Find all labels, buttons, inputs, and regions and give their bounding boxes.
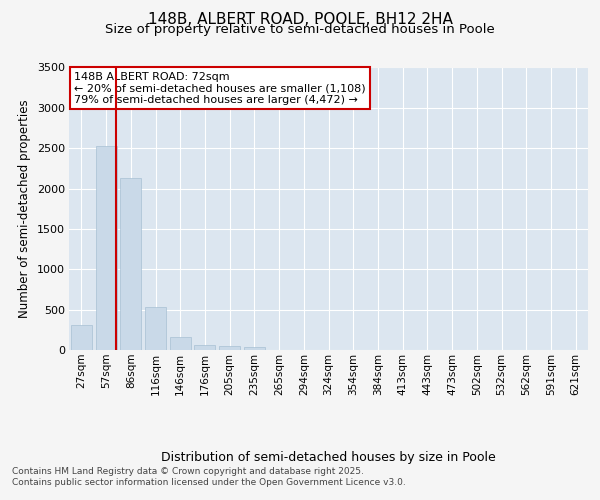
Bar (219, 346, 240, 350)
Y-axis label: Number of semi-detached properties: Number of semi-detached properties (18, 100, 31, 318)
Bar (95, 146, 116, 350)
Text: Contains public sector information licensed under the Open Government Licence v3: Contains public sector information licen… (12, 478, 406, 487)
Text: Size of property relative to semi-detached houses in Poole: Size of property relative to semi-detach… (105, 24, 495, 36)
Bar (194, 345, 215, 350)
Bar (170, 337, 191, 350)
Text: Distribution of semi-detached houses by size in Poole: Distribution of semi-detached houses by … (161, 451, 496, 464)
Text: Contains HM Land Registry data © Crown copyright and database right 2025.: Contains HM Land Registry data © Crown c… (12, 467, 364, 476)
Text: 148B, ALBERT ROAD, POOLE, BH12 2HA: 148B, ALBERT ROAD, POOLE, BH12 2HA (148, 12, 452, 28)
Bar (145, 307, 166, 350)
Bar (71, 325, 92, 350)
Bar (244, 347, 265, 350)
Text: 148B ALBERT ROAD: 72sqm
← 20% of semi-detached houses are smaller (1,108)
79% of: 148B ALBERT ROAD: 72sqm ← 20% of semi-de… (74, 72, 366, 105)
Bar (120, 178, 141, 350)
